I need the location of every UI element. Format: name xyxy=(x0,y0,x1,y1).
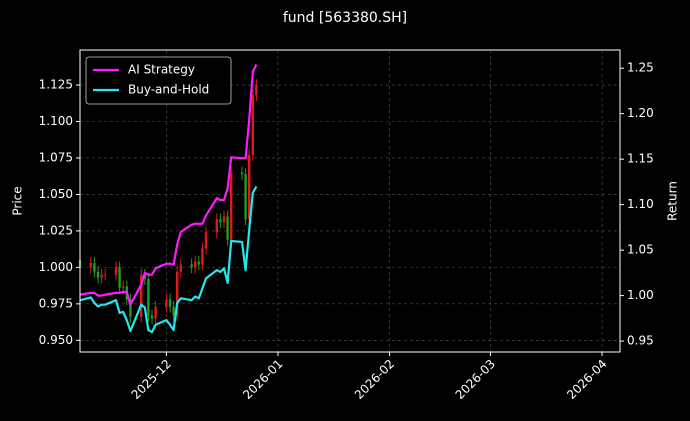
candle-body xyxy=(251,95,254,156)
candle-body xyxy=(165,299,168,307)
y2-tick-label: 0.95 xyxy=(627,334,654,348)
candle-body xyxy=(176,271,179,316)
y-tick-label: 1.050 xyxy=(39,187,73,201)
candle-body xyxy=(104,274,107,276)
y2-tick-label: 1.20 xyxy=(627,106,654,120)
legend-label: AI Strategy xyxy=(128,63,195,77)
y2-tick-label: 1.25 xyxy=(627,61,654,75)
candle-body xyxy=(100,274,103,278)
candle-body xyxy=(140,274,143,317)
candle-body xyxy=(150,315,154,319)
candle-body xyxy=(226,216,229,240)
candle-body xyxy=(143,274,146,280)
y-tick-label: 0.950 xyxy=(39,333,73,347)
candle-body xyxy=(114,267,118,275)
y2-tick-label: 1.00 xyxy=(627,288,654,302)
candle-body xyxy=(255,85,258,96)
candle-body xyxy=(93,263,96,272)
y-tick-label: 1.075 xyxy=(39,150,73,164)
candle-body xyxy=(230,172,233,240)
candle-body xyxy=(168,299,172,307)
y-tick-label: 0.975 xyxy=(39,296,73,310)
y-tick-label: 1.025 xyxy=(39,223,73,237)
candle-body xyxy=(240,172,244,175)
line-series xyxy=(79,185,258,334)
candle-body xyxy=(194,261,197,268)
candle-body xyxy=(96,271,100,278)
y-tick-label: 1.125 xyxy=(39,78,73,92)
y2-tick-label: 1.10 xyxy=(627,197,654,211)
line-series xyxy=(79,64,258,306)
y2-tick-label: 1.15 xyxy=(627,152,654,166)
candle-body xyxy=(154,306,157,319)
plot-frame xyxy=(79,49,621,353)
y-tick-label: 1.000 xyxy=(39,260,73,274)
candle-body xyxy=(118,267,121,288)
y2-tick-label: 1.05 xyxy=(627,243,654,257)
candle-body xyxy=(219,219,222,223)
candle-body xyxy=(172,306,175,316)
y-axis-label: Price xyxy=(11,186,25,215)
candle-body xyxy=(215,219,218,233)
candle-body xyxy=(190,264,193,268)
candle-body xyxy=(201,248,204,265)
candle-body xyxy=(129,299,132,317)
candle-body xyxy=(89,263,92,268)
candle-body xyxy=(222,216,226,223)
candle-body xyxy=(204,232,208,249)
candle-body xyxy=(179,264,182,272)
legend-label: Buy-and-Hold xyxy=(128,83,209,97)
y-tick-label: 1.100 xyxy=(39,114,73,128)
y2-axis-label: Return xyxy=(666,181,680,221)
candle-body xyxy=(244,174,247,220)
candle-body xyxy=(122,286,125,288)
legend-box xyxy=(85,56,232,105)
candle-body xyxy=(147,279,150,316)
chart-title: fund [563380.SH] xyxy=(283,10,407,26)
candle-body xyxy=(197,261,200,265)
candle-body xyxy=(248,155,251,220)
